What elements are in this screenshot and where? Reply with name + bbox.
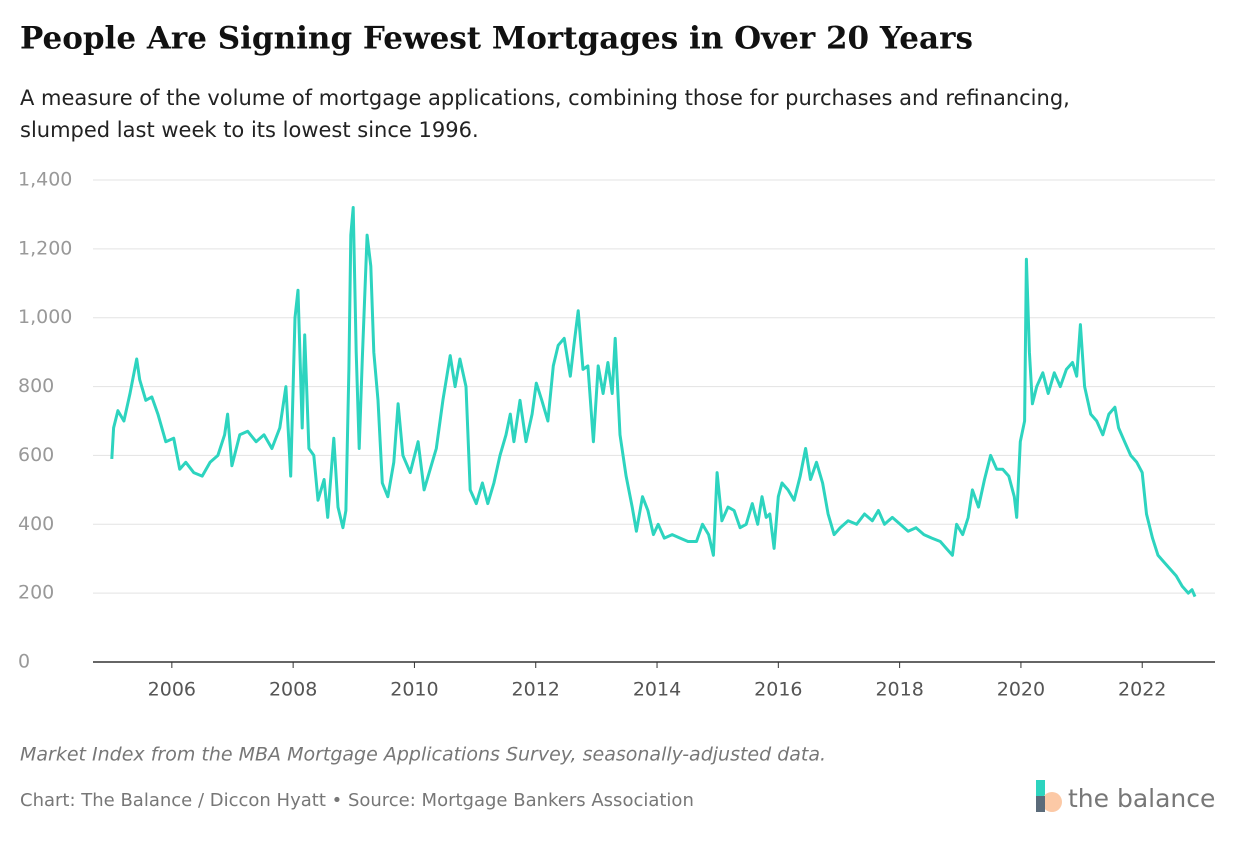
y-tick-label: 1,400 xyxy=(18,169,72,191)
source: Chart: The Balance / Diccon Hyatt • Sour… xyxy=(20,790,694,811)
y-tick-label: 1,000 xyxy=(18,306,72,328)
x-tick-label: 2020 xyxy=(997,679,1045,701)
y-tick-label: 0 xyxy=(18,651,30,673)
note: Market Index from the MBA Mortgage Appli… xyxy=(20,744,826,766)
x-tick-label: 2014 xyxy=(633,679,681,701)
y-tick-label: 800 xyxy=(18,375,54,397)
y-tick-label: 400 xyxy=(18,513,54,535)
x-tick-label: 2012 xyxy=(512,679,560,701)
logo-text: the balance xyxy=(1068,784,1215,813)
line xyxy=(110,206,1197,598)
subtitle: slumped last week to its lowest since 19… xyxy=(20,118,479,142)
x-tick-label: 2022 xyxy=(1118,679,1166,701)
x-tick-label: 2006 xyxy=(148,679,196,701)
x-tick-label: 2018 xyxy=(875,679,923,701)
subtitle: A measure of the volume of mortgage appl… xyxy=(20,86,1070,110)
x-tick-label: 2008 xyxy=(269,679,317,701)
logo-icon xyxy=(1036,780,1062,812)
y-tick-label: 600 xyxy=(18,444,54,466)
y-tick-label: 200 xyxy=(18,582,54,604)
y-tick-label: 1,200 xyxy=(18,237,72,259)
x-tick-label: 2010 xyxy=(390,679,438,701)
chart-title: People Are Signing Fewest Mortgages in O… xyxy=(20,21,973,57)
x-tick-label: 2016 xyxy=(754,679,802,701)
